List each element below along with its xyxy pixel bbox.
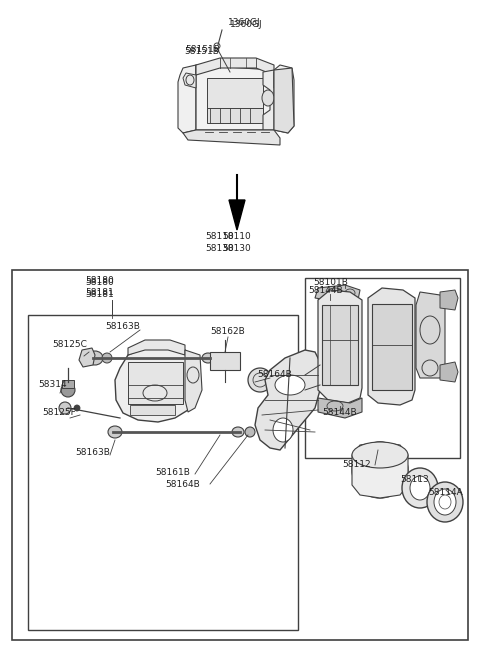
Polygon shape xyxy=(178,65,196,133)
Ellipse shape xyxy=(262,90,274,106)
Text: 58125C: 58125C xyxy=(52,340,87,349)
Ellipse shape xyxy=(352,442,408,498)
Ellipse shape xyxy=(410,476,430,500)
Polygon shape xyxy=(183,130,280,145)
Text: 58163B: 58163B xyxy=(105,322,140,331)
Text: 1360GJ: 1360GJ xyxy=(228,18,261,27)
Text: 58110: 58110 xyxy=(223,232,252,241)
Bar xyxy=(128,362,183,404)
Ellipse shape xyxy=(360,450,400,490)
Polygon shape xyxy=(416,292,445,378)
Text: 58113: 58113 xyxy=(400,475,429,484)
Polygon shape xyxy=(115,346,193,422)
Polygon shape xyxy=(352,442,408,498)
Polygon shape xyxy=(372,304,412,390)
Polygon shape xyxy=(263,70,274,130)
Text: 58161B: 58161B xyxy=(155,468,190,477)
Polygon shape xyxy=(79,348,95,367)
Polygon shape xyxy=(183,73,196,88)
Bar xyxy=(12,270,468,640)
Text: 58164B: 58164B xyxy=(257,370,292,379)
Bar xyxy=(305,278,460,458)
Polygon shape xyxy=(440,290,458,310)
Ellipse shape xyxy=(61,383,75,397)
Text: 1360GJ: 1360GJ xyxy=(230,20,263,29)
Bar xyxy=(210,352,240,370)
Bar xyxy=(28,315,298,630)
Polygon shape xyxy=(318,290,362,403)
Text: 58114A: 58114A xyxy=(428,488,463,497)
Polygon shape xyxy=(274,72,288,88)
Polygon shape xyxy=(185,350,202,412)
Polygon shape xyxy=(440,362,458,382)
Text: 58181: 58181 xyxy=(85,288,114,297)
Ellipse shape xyxy=(368,458,392,482)
Bar xyxy=(62,380,74,388)
Polygon shape xyxy=(274,68,294,133)
Ellipse shape xyxy=(245,427,255,437)
Text: 58164B: 58164B xyxy=(165,480,200,489)
Text: 58112: 58112 xyxy=(342,460,371,469)
Text: 58151B: 58151B xyxy=(184,47,219,56)
Ellipse shape xyxy=(87,351,103,365)
Ellipse shape xyxy=(402,468,438,508)
Text: 58130: 58130 xyxy=(205,244,234,253)
Polygon shape xyxy=(196,58,274,75)
Text: 58144B: 58144B xyxy=(322,408,357,417)
Ellipse shape xyxy=(202,353,214,363)
Polygon shape xyxy=(255,350,320,450)
Ellipse shape xyxy=(143,385,167,401)
Text: 58151B: 58151B xyxy=(185,45,220,54)
Ellipse shape xyxy=(275,375,305,395)
Text: 58314: 58314 xyxy=(38,380,67,389)
Ellipse shape xyxy=(74,405,80,411)
Bar xyxy=(207,78,263,120)
Ellipse shape xyxy=(248,368,272,392)
Ellipse shape xyxy=(352,442,408,468)
Text: 58163B: 58163B xyxy=(75,448,110,457)
Polygon shape xyxy=(318,398,362,418)
Ellipse shape xyxy=(427,482,463,522)
Ellipse shape xyxy=(273,418,293,442)
Bar xyxy=(130,405,175,415)
Polygon shape xyxy=(128,340,185,355)
Polygon shape xyxy=(229,200,245,230)
Text: 58144B: 58144B xyxy=(308,286,343,295)
Polygon shape xyxy=(315,285,360,302)
Ellipse shape xyxy=(434,489,456,515)
Text: 58125F: 58125F xyxy=(42,408,76,417)
Text: 58180: 58180 xyxy=(85,276,114,285)
Ellipse shape xyxy=(102,353,112,363)
Ellipse shape xyxy=(232,427,244,437)
Ellipse shape xyxy=(108,426,122,438)
Polygon shape xyxy=(322,305,358,385)
Text: 58181: 58181 xyxy=(85,290,114,299)
Ellipse shape xyxy=(59,402,71,414)
Polygon shape xyxy=(368,288,415,405)
Text: 58162B: 58162B xyxy=(210,327,245,336)
Polygon shape xyxy=(274,65,294,133)
Text: 58101B: 58101B xyxy=(313,278,348,287)
Text: 58180: 58180 xyxy=(85,278,114,287)
Polygon shape xyxy=(196,65,274,130)
Bar xyxy=(207,108,263,123)
Text: 58130: 58130 xyxy=(223,244,252,253)
Text: 58110: 58110 xyxy=(205,232,234,241)
